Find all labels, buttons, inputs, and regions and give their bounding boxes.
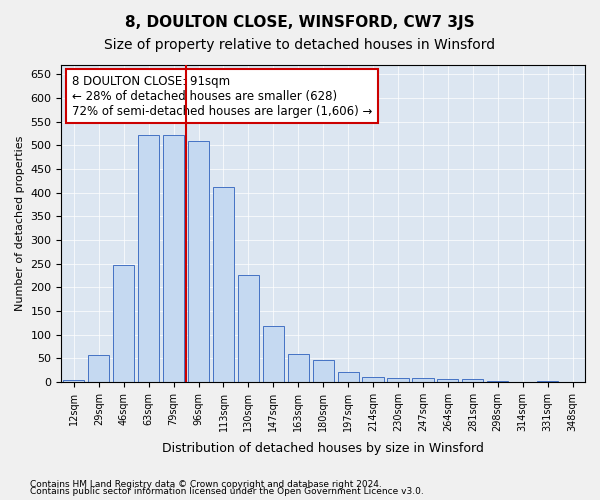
Text: Contains HM Land Registry data © Crown copyright and database right 2024.: Contains HM Land Registry data © Crown c…: [30, 480, 382, 489]
Y-axis label: Number of detached properties: Number of detached properties: [15, 136, 25, 311]
Bar: [388, 378, 409, 382]
Bar: [213, 187, 234, 382]
Bar: [412, 378, 434, 382]
X-axis label: Distribution of detached houses by size in Winsford: Distribution of detached houses by size …: [162, 442, 484, 455]
Text: Size of property relative to detached houses in Winsford: Size of property relative to detached ho…: [104, 38, 496, 52]
Bar: [362, 376, 383, 382]
Bar: [313, 360, 334, 382]
Text: 8, DOULTON CLOSE, WINSFORD, CW7 3JS: 8, DOULTON CLOSE, WINSFORD, CW7 3JS: [125, 15, 475, 30]
Bar: [287, 354, 309, 382]
Text: Contains public sector information licensed under the Open Government Licence v3: Contains public sector information licen…: [30, 488, 424, 496]
Bar: [462, 380, 484, 382]
Bar: [88, 355, 109, 382]
Bar: [437, 379, 458, 382]
Bar: [138, 136, 159, 382]
Bar: [63, 380, 85, 382]
Bar: [163, 136, 184, 382]
Bar: [238, 276, 259, 382]
Bar: [188, 140, 209, 382]
Text: 8 DOULTON CLOSE: 91sqm
← 28% of detached houses are smaller (628)
72% of semi-de: 8 DOULTON CLOSE: 91sqm ← 28% of detached…: [72, 74, 372, 118]
Bar: [113, 265, 134, 382]
Bar: [338, 372, 359, 382]
Bar: [263, 326, 284, 382]
